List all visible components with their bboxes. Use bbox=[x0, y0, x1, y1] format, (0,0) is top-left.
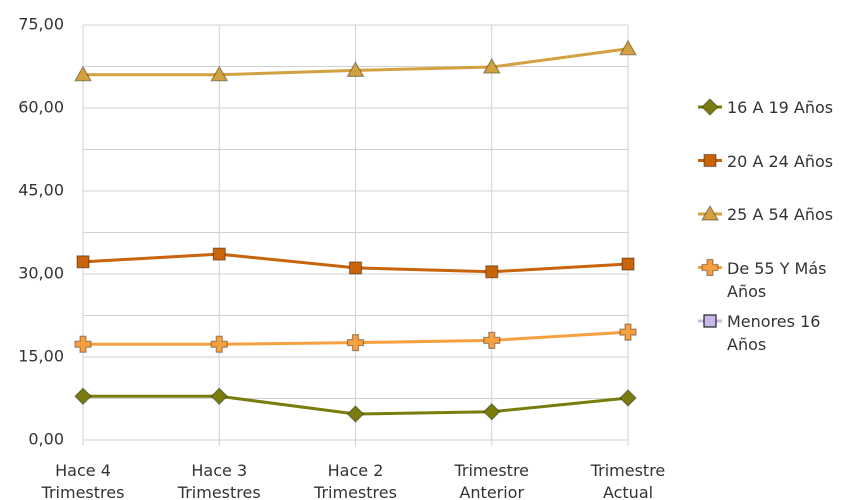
legend-label: Menores 16 Años bbox=[727, 312, 821, 354]
y-tick-label: 15,00 bbox=[18, 347, 64, 366]
legend-marker bbox=[700, 204, 720, 221]
legend-label: 25 A 54 Años bbox=[727, 205, 834, 224]
x-tick-label: Trimestre Actual bbox=[590, 461, 666, 500]
point bbox=[210, 335, 228, 353]
point bbox=[346, 61, 365, 77]
legend-marker bbox=[701, 258, 719, 277]
legend-label: 16 A 19 Años bbox=[727, 98, 834, 117]
point bbox=[619, 389, 637, 407]
point bbox=[348, 261, 363, 275]
point bbox=[483, 331, 501, 349]
legend-marker bbox=[701, 98, 719, 116]
x-tick-label: Trimestre Anterior bbox=[454, 461, 530, 500]
point bbox=[346, 334, 365, 352]
x-tick-label: Hace 2 Trimestres bbox=[314, 461, 397, 500]
point bbox=[621, 257, 635, 271]
legend-marker bbox=[703, 153, 717, 168]
point bbox=[618, 39, 638, 56]
y-tick-label: 0,00 bbox=[28, 430, 64, 449]
point bbox=[210, 387, 229, 406]
x-tick-label: Hace 4 Trimestres bbox=[41, 461, 125, 500]
legend-label: De 55 Y Más Años bbox=[727, 258, 827, 301]
point bbox=[74, 335, 92, 353]
legend-marker bbox=[703, 314, 717, 328]
point bbox=[212, 247, 226, 261]
point bbox=[76, 255, 90, 269]
legend-label: 20 A 24 Años bbox=[727, 151, 834, 171]
point bbox=[485, 265, 499, 279]
y-tick-label: 60,00 bbox=[18, 98, 64, 117]
x-tick-label: Hace 3 Trimestres bbox=[177, 461, 261, 500]
y-tick-label: 30,00 bbox=[18, 264, 64, 283]
y-tick-label: 75,00 bbox=[18, 15, 64, 34]
point bbox=[482, 57, 501, 74]
point bbox=[73, 65, 93, 82]
point bbox=[74, 387, 92, 406]
point bbox=[482, 402, 501, 421]
y-tick-label: 45,00 bbox=[18, 181, 64, 200]
point bbox=[619, 323, 637, 341]
point bbox=[210, 65, 229, 82]
point bbox=[346, 405, 365, 423]
